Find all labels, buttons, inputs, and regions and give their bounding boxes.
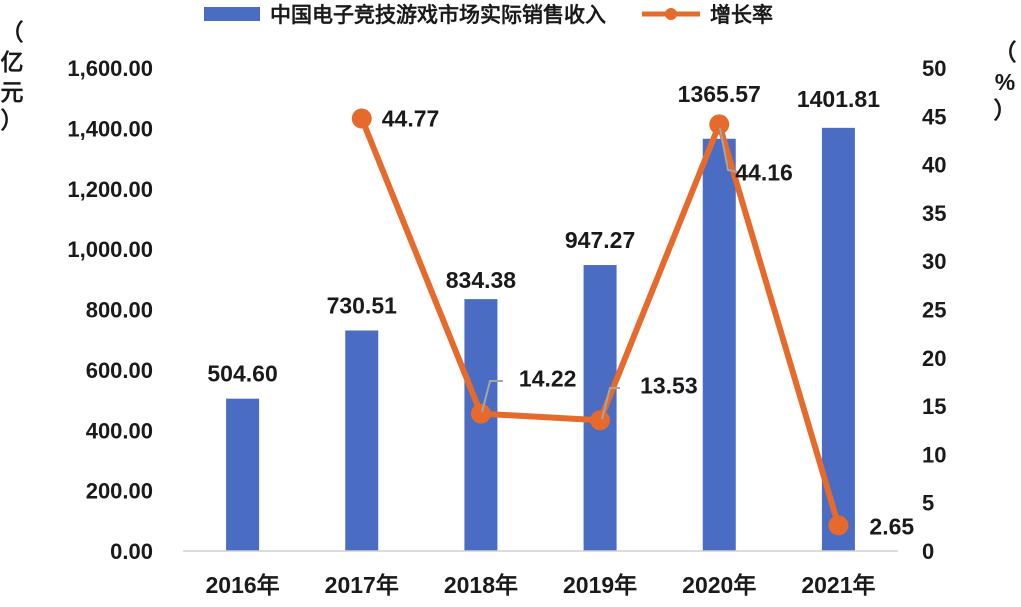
left-tick-label: 200.00 [86, 479, 153, 504]
bar-data-label: 834.38 [446, 267, 517, 293]
growth-rate-point-1 [351, 108, 372, 129]
leader-line-2 [481, 380, 503, 413]
growth-rate-point-4 [709, 114, 730, 135]
line-data-label: 44.16 [735, 159, 793, 185]
left-tick-label: 1,000.00 [67, 237, 153, 262]
bar-series [226, 127, 855, 551]
line-data-labels: 44.77 14.22 13.53 44.16 2.65 [382, 106, 915, 540]
legend-label-bar: 中国电子竞技游戏市场实际销售收入 [270, 3, 606, 27]
left-axis-ticks: 0.00 200.00 400.00 600.00 800.00 1,000.00 1,20… [67, 56, 153, 564]
left-tick-label: 1,200.00 [67, 177, 153, 202]
bar-4 [702, 138, 736, 551]
bar-data-label: 947.27 [565, 227, 635, 253]
leader-line-4 [719, 127, 739, 173]
right-tick-label: 25 [922, 298, 946, 323]
line-data-label: 14.22 [519, 366, 577, 392]
bar-data-labels: 504.60 730.51 834.38 947.27 1365.57 1401.81 [207, 81, 880, 387]
line-data-label: 2.65 [869, 513, 914, 539]
growth-rate-point-5 [828, 515, 849, 536]
right-tick-label: 15 [922, 394, 946, 419]
x-tick-label: 2016年 [205, 572, 279, 598]
right-tick-label: 5 [922, 491, 934, 516]
left-axis-unit: （ 亿元） [1, 19, 24, 133]
left-tick-label: 400.00 [86, 418, 153, 443]
line-series [351, 108, 849, 536]
left-unit-char-3: ） [1, 107, 24, 133]
right-tick-label: 20 [922, 346, 946, 371]
bar-data-label: 1401.81 [797, 86, 880, 112]
right-axis-ticks: 0 5 10 15 20 25 30 35 40 45 50 [922, 56, 946, 564]
right-tick-label: 0 [922, 539, 934, 564]
right-axis-unit: （%） [994, 39, 1017, 123]
left-tick-label: 600.00 [86, 358, 153, 383]
left-unit-char-2: 元 [1, 79, 24, 105]
legend-bar-swatch [204, 7, 260, 21]
bar-3 [583, 265, 617, 551]
growth-rate-point-3 [590, 410, 611, 431]
right-tick-label: 40 [922, 153, 946, 178]
x-tick-label: 2020年 [682, 572, 756, 598]
x-tick-label: 2018年 [444, 572, 518, 598]
line-data-label: 44.77 [382, 106, 440, 132]
leader-line-3 [601, 387, 620, 420]
right-tick-label: 30 [922, 249, 946, 274]
right-unit-char-0: （ [994, 39, 1017, 65]
growth-rate-point-2 [470, 403, 491, 424]
x-tick-label: 2017年 [325, 572, 399, 598]
bar-data-label: 730.51 [327, 292, 398, 318]
x-tick-label: 2019年 [563, 572, 637, 598]
left-tick-label: 0.00 [110, 539, 153, 564]
left-tick-label: 1,400.00 [67, 116, 153, 141]
x-tick-label: 2021年 [801, 572, 875, 598]
bar-1 [345, 330, 379, 551]
legend-label-line: 增长率 [710, 3, 773, 27]
bar-2 [464, 299, 498, 551]
left-unit-char-1: 亿 [1, 49, 24, 75]
left-tick-label: 800.00 [86, 298, 153, 323]
left-unit-char-0: （ [1, 19, 24, 45]
legend: 中国电子竞技游戏市场实际销售收入 增长率 [204, 3, 773, 27]
right-tick-label: 35 [922, 201, 946, 226]
x-axis-categories: 2016年 2017年 2018年 2019年 2020年 2021年 [205, 572, 875, 598]
right-tick-label: 50 [922, 56, 946, 81]
bar-data-label: 504.60 [207, 361, 277, 387]
bar-0 [226, 398, 260, 551]
bar-data-label: 1365.57 [678, 81, 761, 107]
right-unit-char-1: % [995, 69, 1015, 95]
right-unit-char-2: ） [994, 97, 1017, 123]
left-tick-label: 1,600.00 [67, 56, 153, 81]
right-tick-label: 10 [922, 442, 946, 467]
line-data-label: 13.53 [640, 372, 698, 398]
right-tick-label: 45 [922, 104, 946, 129]
legend-line-marker [665, 8, 677, 20]
